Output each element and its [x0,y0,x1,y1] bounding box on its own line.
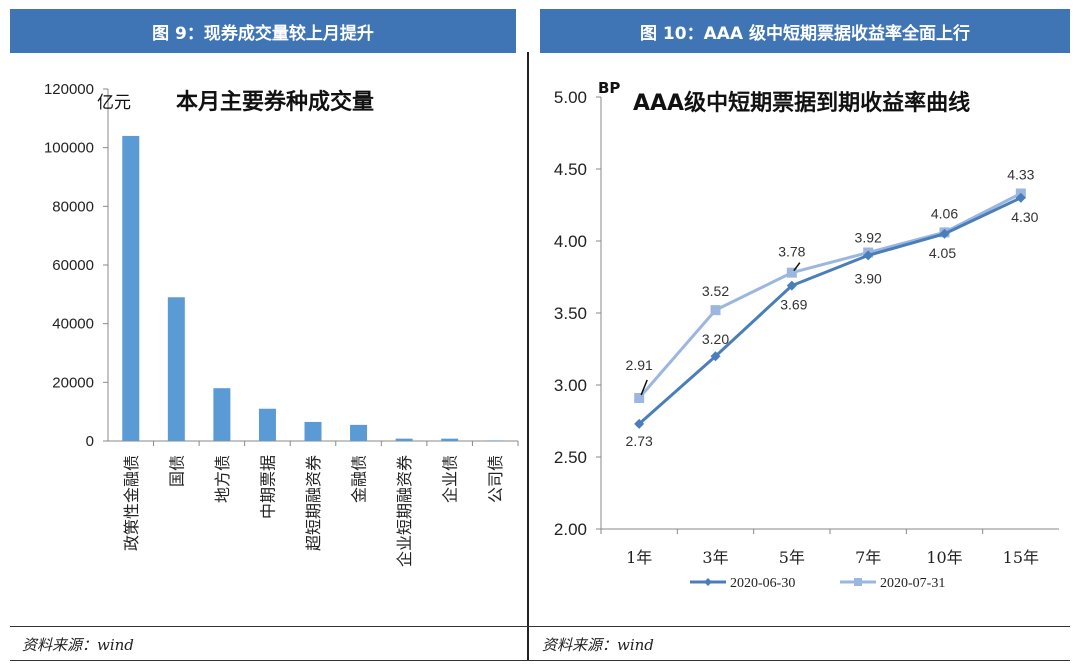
x-category-label: 3年 [702,548,728,567]
x-category-label: 中期票据 [258,455,277,519]
bar [258,408,276,441]
data-label: 3.20 [702,331,729,347]
leader-line [793,262,801,272]
data-label: 2.73 [626,433,653,449]
x-category-label: 企业债 [441,455,460,503]
data-point [939,228,950,239]
y-tick-label: 3.50 [554,304,587,323]
data-label: 3.92 [855,230,882,246]
data-label: 3.69 [780,297,807,313]
x-category-label: 超短期融资券 [304,455,323,551]
left-panel-header: 图 9：现券成交量较上月提升 [10,9,516,53]
data-point [786,280,797,291]
y-tick-label: 2.50 [554,448,587,467]
x-category-label: 1年 [626,548,652,567]
data-label: 4.05 [929,245,956,261]
y-tick-label: 5.00 [554,88,587,107]
y-tick-label: 20000 [52,374,94,391]
y-tick-label: 2.00 [554,520,587,539]
leader-line [640,379,648,396]
data-label: 4.30 [1011,209,1038,225]
bottom-rule [10,626,1070,627]
x-category-label: 15年 [1003,548,1039,567]
y-tick-label: 80000 [52,198,94,215]
x-category-label: 公司债 [486,455,505,503]
x-category-label: 国债 [167,455,186,487]
data-point [634,392,645,403]
series-line [638,196,1022,426]
bar [213,388,231,441]
right-panel: 图 10：AAA 级中短期票据收益率全面上行 2.00 2.50 3.00 3.50 4… [530,0,1080,669]
bar-chart-title: 本月主要券种成交量 [176,89,374,115]
series-line [638,192,1022,399]
y-tick-label: 40000 [52,316,94,333]
y-tick-label: 4.50 [554,160,587,179]
bar [441,438,459,441]
legend-swatch-marker [854,578,862,586]
x-category-label: 5年 [779,548,805,567]
y-tick-label: 3.00 [554,376,587,395]
bar [350,424,368,441]
x-category-label: 10年 [926,548,962,567]
right-panel-header: 图 10：AAA 级中短期票据收益率全面上行 [540,9,1070,53]
right-source-note: 资料来源：wind [542,636,654,654]
line-chart-title: AAA级中短期票据到期收益率曲线 [633,90,970,116]
y-tick-label: 100000 [44,140,94,157]
line-chart-unit: BP [598,79,620,97]
legend-swatch-marker [704,578,712,586]
footer-rule [10,660,1070,661]
bar [122,135,140,441]
data-label: 3.90 [855,270,882,286]
bar-chart: 0 20000 40000 60000 80000 100000 120000 政策性金融债 国… [44,81,519,567]
x-category-label: 金融债 [350,455,369,503]
data-label: 4.33 [1007,166,1034,182]
x-category-label: 地方债 [213,455,232,503]
y-tick-label: 4.00 [554,232,587,251]
data-label: 2.91 [626,357,653,373]
x-category-label: 7年 [855,548,881,567]
data-point [710,351,721,362]
data-point [1015,192,1026,203]
panel-divider [527,52,529,660]
data-label: 4.06 [931,205,958,221]
bar [304,421,322,441]
data-point [786,267,797,278]
bar [395,438,413,441]
bar [167,297,185,441]
bar [486,440,504,441]
data-point [863,250,874,261]
left-panel: 图 9：现券成交量较上月提升 0 20000 40000 60000 80000 1000… [0,0,526,669]
x-category-label: 企业短期融资券 [395,455,414,567]
x-category-label: 政策性金融债 [122,455,141,551]
left-source-note: 资料来源：wind [22,636,134,654]
y-tick-label: 60000 [52,257,94,274]
data-label: 3.78 [778,244,805,260]
y-tick-label: 120000 [44,81,94,98]
bar-chart-unit: 亿元 [97,93,131,113]
line-chart: 2.00 2.50 3.00 3.50 4.00 4.50 5.00 1年 3年 5年 7年 10年 1… [554,79,1059,591]
data-label: 3.52 [702,283,729,299]
data-point [710,305,721,316]
legend-label: 2020-07-31 [880,576,945,591]
y-tick-label: 0 [86,433,94,450]
data-point [634,418,645,429]
legend-label: 2020-06-30 [730,576,795,591]
